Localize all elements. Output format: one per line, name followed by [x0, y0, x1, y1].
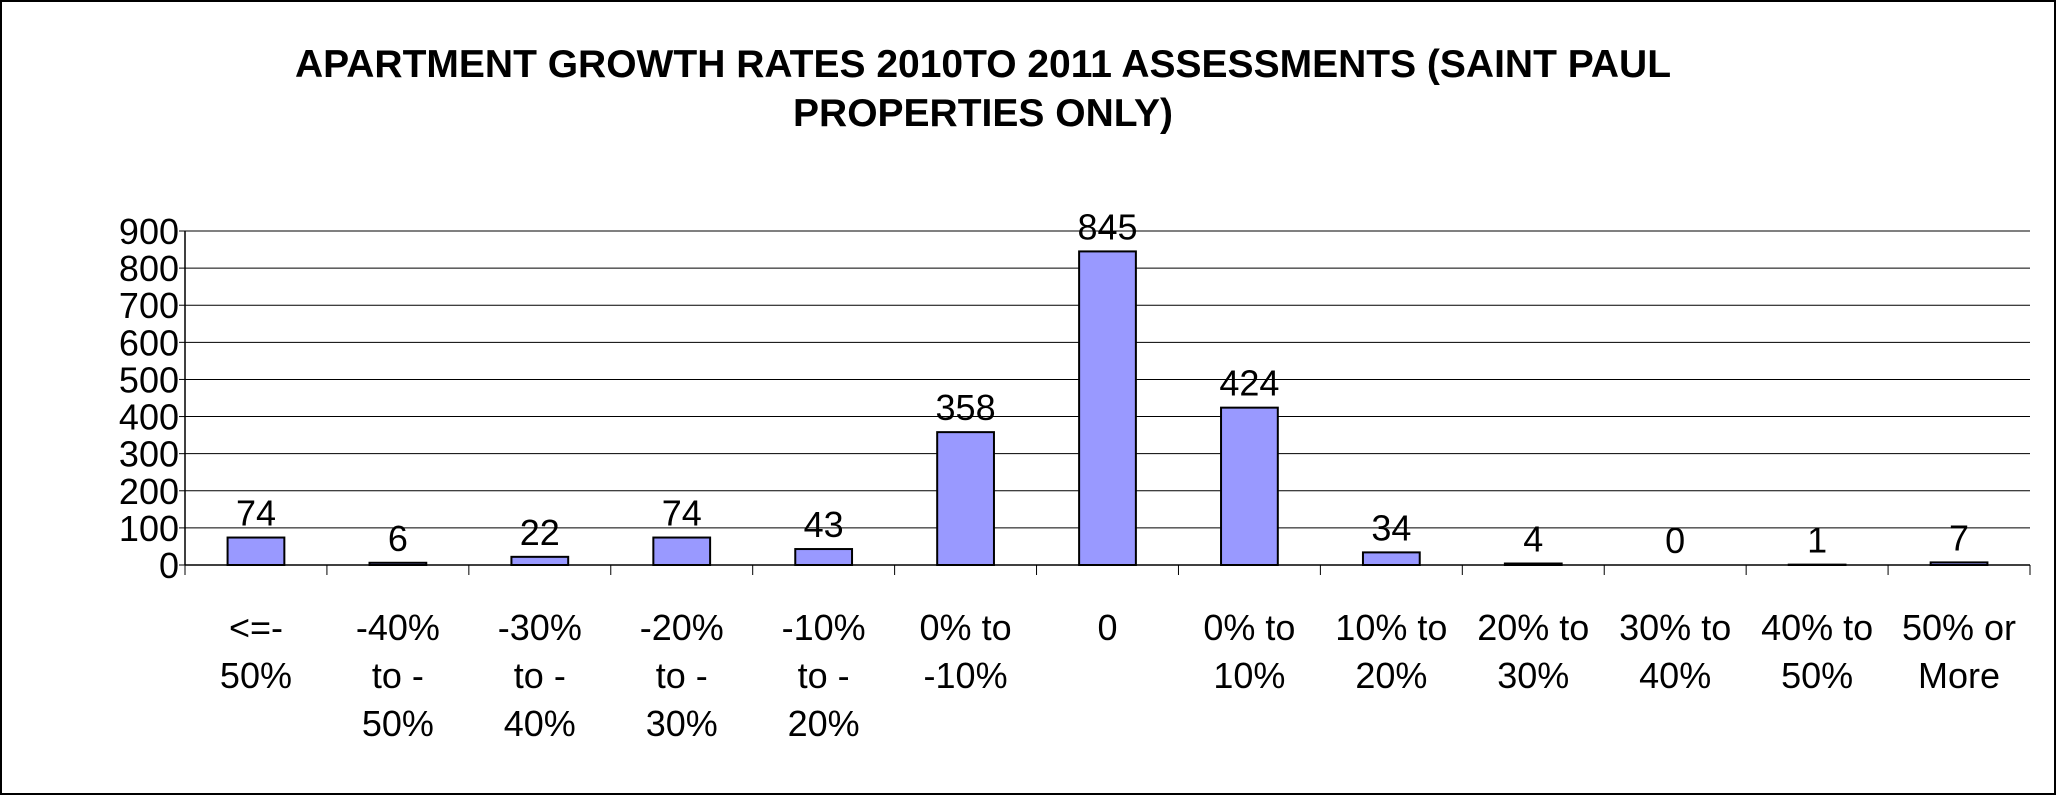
value-label: 424	[1219, 363, 1279, 404]
bar	[1220, 406, 1279, 566]
y-tick-label: 400	[119, 397, 179, 438]
x-tick-label: -40%	[356, 607, 440, 648]
x-tick-label: More	[1918, 655, 2000, 696]
x-tick-label: -30%	[498, 607, 582, 648]
x-tick-label: to -	[656, 655, 708, 696]
x-tick-label: -10%	[782, 607, 866, 648]
x-tick-label: 40% to	[1761, 607, 1873, 648]
bar	[652, 536, 712, 567]
bar	[510, 555, 570, 567]
bar	[1361, 551, 1421, 566]
y-tick-label: 900	[119, 211, 179, 252]
bar	[1503, 562, 1563, 567]
x-tick-label: 20%	[1355, 655, 1427, 696]
bar	[936, 431, 995, 566]
value-label: 74	[236, 493, 276, 534]
value-label: 7	[1949, 517, 1969, 558]
chart-title: APARTMENT GROWTH RATES 2010TO 2011 ASSES…	[294, 43, 1672, 135]
bar	[368, 561, 428, 566]
x-tick-label: 0	[1097, 607, 1117, 648]
value-label: 43	[804, 504, 844, 545]
y-tick-label: 200	[119, 471, 179, 512]
bar	[1078, 250, 1137, 567]
x-tick-label: 10% to	[1335, 607, 1447, 648]
x-tick-label: 0% to	[920, 607, 1012, 648]
x-tick-label: to -	[514, 655, 566, 696]
value-label: 74	[662, 493, 702, 534]
x-tick-label: 0% to	[1203, 607, 1295, 648]
x-tick-label: 10%	[1213, 655, 1285, 696]
x-tick-label: to -	[798, 655, 850, 696]
y-tick-label: 0	[159, 545, 179, 586]
x-tick-label: -10%	[924, 655, 1008, 696]
x-tick-label: 50%	[220, 655, 292, 696]
x-tick-label: -20%	[640, 607, 724, 648]
x-tick-label: 30%	[646, 703, 718, 744]
value-label: 358	[936, 387, 996, 428]
x-tick-label: 50% or	[1902, 607, 2016, 648]
y-tick-label: 300	[119, 434, 179, 475]
x-tick-label: <=-	[229, 607, 283, 648]
x-tick-label: 30% to	[1619, 607, 1731, 648]
y-tick-label: 500	[119, 359, 179, 400]
value-label: 34	[1371, 507, 1411, 548]
x-tick-label: 40%	[504, 703, 576, 744]
x-tick-label: 50%	[1781, 655, 1853, 696]
x-tick-label: 40%	[1639, 655, 1711, 696]
value-label: 845	[1077, 206, 1137, 247]
y-tick-label: 100	[119, 508, 179, 549]
x-tick-label: 20%	[788, 703, 860, 744]
x-tick-label: 50%	[362, 703, 434, 744]
value-label: 4	[1523, 519, 1543, 560]
y-tick-label: 600	[119, 322, 179, 363]
x-tick-label: 30%	[1497, 655, 1569, 696]
x-tick-label: to -	[372, 655, 424, 696]
value-label: 22	[520, 512, 560, 553]
value-label: 0	[1665, 520, 1685, 561]
y-tick-label: 800	[119, 248, 179, 289]
bar	[226, 536, 286, 567]
value-label: 6	[388, 518, 408, 559]
x-tick-label: 20% to	[1477, 607, 1589, 648]
value-label: 1	[1807, 520, 1827, 561]
bar	[1929, 561, 1989, 566]
bar	[794, 548, 854, 567]
y-tick-label: 700	[119, 285, 179, 326]
